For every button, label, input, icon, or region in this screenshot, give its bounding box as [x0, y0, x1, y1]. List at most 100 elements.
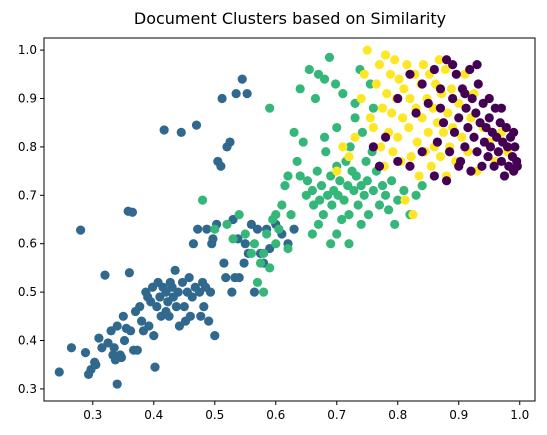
- data-point: [353, 200, 363, 210]
- data-point: [404, 122, 414, 133]
- data-point: [496, 156, 507, 167]
- data-point: [237, 74, 247, 84]
- data-point: [112, 321, 122, 331]
- data-point: [501, 122, 511, 133]
- data-point: [124, 268, 134, 278]
- data-point: [356, 219, 366, 229]
- data-point: [350, 132, 360, 142]
- plot-frame: [43, 37, 536, 402]
- data-point: [435, 103, 446, 113]
- data-point: [283, 243, 293, 254]
- data-point: [371, 79, 382, 89]
- data-point: [217, 93, 227, 104]
- data-point: [332, 229, 342, 239]
- data-point: [234, 272, 244, 283]
- data-point: [327, 200, 337, 210]
- data-point: [144, 321, 154, 331]
- data-point: [376, 142, 386, 152]
- data-point: [374, 60, 385, 70]
- data-point: [315, 195, 325, 205]
- data-point: [210, 331, 220, 341]
- data-point: [408, 210, 418, 220]
- data-point: [434, 55, 444, 65]
- y-tick-label: 0.5: [18, 285, 37, 299]
- data-point: [149, 331, 159, 341]
- data-point: [187, 292, 197, 302]
- data-point: [368, 185, 378, 196]
- data-point: [398, 113, 408, 123]
- data-point: [448, 60, 458, 70]
- data-point: [249, 287, 260, 297]
- data-point: [292, 156, 302, 167]
- data-point: [216, 161, 226, 171]
- data-point: [313, 219, 324, 229]
- data-point: [338, 142, 348, 152]
- data-point: [351, 171, 361, 181]
- y-tick-label: 0.9: [18, 92, 37, 106]
- data-point: [302, 176, 313, 186]
- data-point: [417, 181, 427, 191]
- data-point: [510, 142, 520, 152]
- data-point: [112, 379, 122, 389]
- data-point: [310, 93, 321, 104]
- y-tick-label: 0.8: [18, 140, 37, 154]
- data-point: [274, 224, 284, 234]
- data-point: [438, 127, 449, 137]
- data-point: [132, 345, 142, 355]
- data-point: [319, 132, 330, 142]
- data-point: [240, 229, 250, 239]
- data-point: [321, 147, 331, 157]
- data-point: [483, 151, 493, 162]
- data-point: [265, 103, 275, 113]
- y-tick-label: 0.7: [18, 188, 37, 202]
- data-point: [289, 224, 299, 234]
- data-point: [91, 360, 101, 370]
- data-point: [460, 142, 470, 152]
- data-point: [384, 205, 394, 215]
- y-tick-label: 1.0: [18, 43, 37, 57]
- y-tick-label: 0.3: [18, 382, 37, 396]
- data-point: [466, 166, 476, 176]
- data-point: [382, 89, 392, 99]
- data-point: [377, 103, 388, 113]
- data-point: [380, 50, 391, 60]
- data-point: [359, 69, 369, 79]
- data-point: [357, 127, 367, 137]
- data-point: [298, 137, 308, 147]
- data-point: [438, 118, 449, 128]
- data-point: [489, 161, 499, 171]
- data-point: [368, 103, 378, 113]
- data-point: [368, 142, 378, 152]
- data-point: [150, 362, 160, 372]
- data-point: [469, 132, 479, 142]
- x-tick-label: 0.3: [83, 408, 102, 422]
- data-point: [435, 84, 446, 94]
- data-point: [411, 190, 421, 200]
- data-point: [485, 142, 496, 152]
- data-point: [399, 84, 409, 94]
- data-point: [176, 127, 186, 137]
- data-point: [94, 333, 104, 343]
- data-point: [499, 171, 510, 181]
- y-axis: 0.3 0.4 0.5 0.6 0.7 0.8 0.9 1.0: [18, 43, 44, 396]
- data-point: [76, 225, 86, 235]
- data-point: [388, 147, 398, 157]
- data-point: [252, 224, 263, 234]
- data-point: [345, 142, 355, 152]
- data-point: [359, 190, 369, 200]
- data-point: [316, 181, 327, 191]
- data-point: [240, 239, 250, 249]
- data-point: [54, 367, 64, 377]
- data-point: [339, 195, 349, 205]
- data-point: [484, 113, 494, 123]
- data-point: [435, 151, 446, 162]
- data-point: [109, 343, 119, 353]
- data-point: [100, 270, 110, 280]
- data-point: [432, 137, 443, 147]
- data-point: [363, 210, 374, 220]
- data-point: [188, 239, 199, 249]
- data-point: [246, 248, 256, 258]
- data-point: [304, 64, 314, 75]
- data-point: [338, 89, 348, 99]
- data-point: [454, 113, 464, 123]
